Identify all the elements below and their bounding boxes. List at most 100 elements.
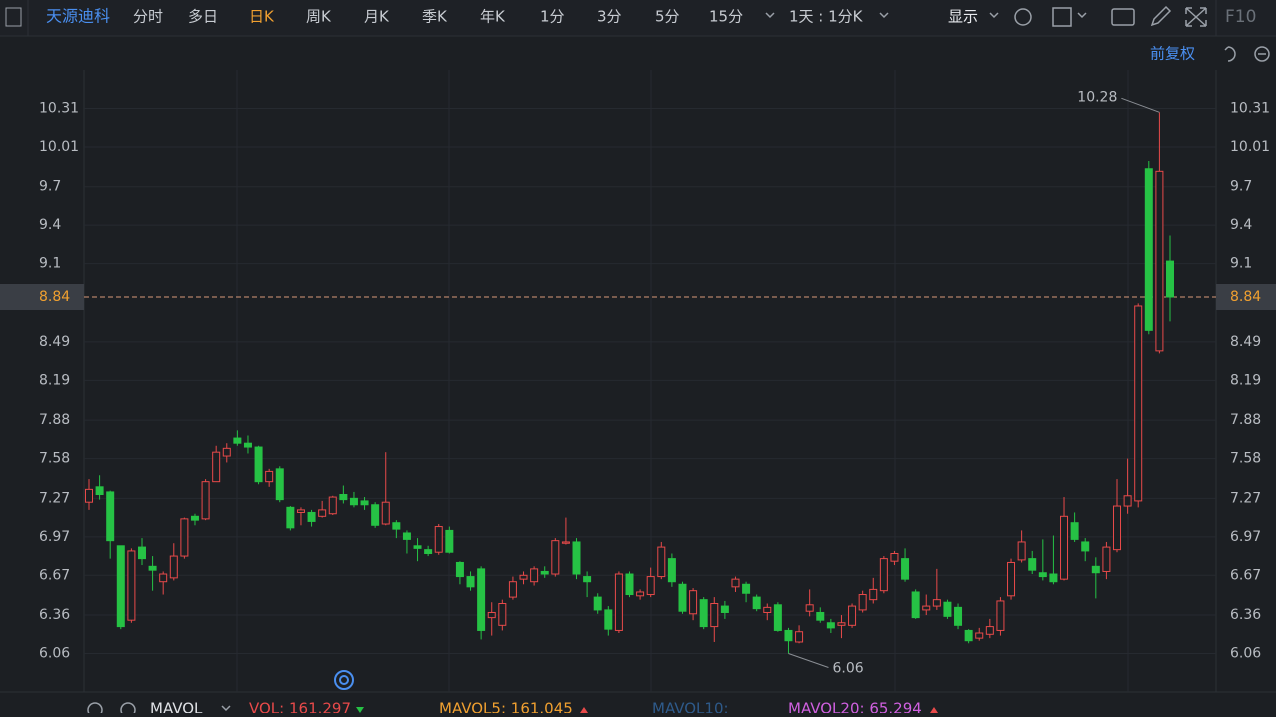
tab[interactable]: 15分 (709, 8, 743, 26)
candle-body (826, 622, 835, 629)
candle-body (657, 546, 666, 578)
tab[interactable]: 分时 (133, 8, 163, 26)
candle-body (381, 501, 390, 525)
candle-body (699, 599, 708, 628)
y-tick-label: 8.49 (39, 334, 70, 350)
tab[interactable]: 1分 (540, 8, 565, 26)
candle-body (763, 606, 772, 613)
toolbar (0, 0, 1276, 36)
candle-body (212, 451, 221, 483)
y-tick-label: 6.06 (39, 646, 70, 662)
candle-body (95, 486, 104, 495)
candle-body (201, 481, 210, 520)
low-label: 6.06 (832, 661, 863, 677)
candle-body (848, 605, 857, 626)
candle-body (985, 626, 994, 635)
candle-body (646, 576, 655, 596)
candle-body (243, 442, 252, 448)
candle-body (296, 509, 305, 513)
y-tick-label: 7.88 (1230, 412, 1261, 428)
zoom-out-icon[interactable] (1254, 46, 1270, 62)
candle-body (954, 606, 963, 626)
candle-body (593, 596, 602, 611)
candle-body (932, 599, 941, 607)
checkbox-icon[interactable] (1052, 7, 1072, 27)
adjust-mode[interactable]: 前复权 (1150, 45, 1195, 63)
candle-body (360, 500, 369, 506)
mavol5-value: MAVOL5: 161.045 (439, 700, 573, 714)
candle-body (837, 622, 846, 626)
y-tick-label: 7.27 (39, 490, 70, 506)
tab[interactable]: 5分 (655, 8, 680, 26)
candle-body (222, 447, 231, 457)
f10-button[interactable]: F10 (1225, 7, 1256, 27)
fullscreen-icon[interactable] (1185, 7, 1207, 27)
camera-icon[interactable] (1111, 8, 1135, 26)
chevron (221, 705, 231, 712)
candle-body (1113, 505, 1122, 551)
candle-body (752, 596, 761, 610)
tab[interactable]: 月K (364, 8, 390, 26)
candle-body (540, 570, 549, 575)
candle-body (614, 573, 623, 631)
close-icon[interactable] (120, 702, 136, 717)
candle-body (85, 488, 93, 503)
candle-body (975, 632, 984, 639)
display-menu[interactable]: 显示 (948, 8, 978, 26)
candle-body (720, 605, 729, 613)
period-select[interactable]: 1天 : 1分K (789, 8, 864, 26)
candle-body (1134, 305, 1143, 502)
settings-icon[interactable] (1014, 8, 1032, 26)
search-icon[interactable] (334, 670, 354, 690)
candle-body (190, 515, 199, 521)
candle-body (159, 573, 168, 583)
candle-body (869, 588, 878, 601)
candle-body (265, 470, 274, 483)
tab[interactable]: 年K (480, 8, 506, 26)
candle-body (169, 555, 178, 579)
candle-body (137, 546, 146, 560)
candle-body (604, 609, 613, 630)
y-tick-label: 7.88 (39, 412, 70, 428)
y-tick-label: 6.06 (1230, 646, 1261, 662)
undo-icon[interactable] (1224, 46, 1236, 62)
up-arrow (580, 707, 588, 713)
candle-body (1070, 522, 1079, 540)
y-tick-label: 9.7 (39, 179, 61, 195)
candle-body (508, 581, 517, 598)
candle-body (1028, 558, 1037, 571)
indicator-name[interactable]: MAVOL (150, 700, 203, 717)
pen-icon[interactable] (1150, 5, 1172, 27)
candle-body (455, 561, 464, 578)
candle-body (402, 532, 411, 540)
tab[interactable]: 日K (249, 8, 275, 26)
high-label: 10.28 (1077, 89, 1117, 105)
candle-body (339, 493, 348, 501)
candle-body (964, 629, 973, 642)
candle-body (636, 591, 645, 597)
tab[interactable]: 周K (306, 8, 332, 26)
mavol20-value: MAVOL20: 65.294 (788, 700, 922, 714)
candle-body (551, 540, 560, 575)
candle-body (583, 576, 592, 583)
tab[interactable]: 季K (422, 8, 448, 26)
candle-body (275, 468, 284, 501)
candle-body (710, 603, 719, 628)
y-tick-label: 8.19 (1230, 372, 1261, 388)
down-arrow (356, 707, 364, 713)
tab[interactable]: 多日 (188, 8, 218, 26)
settings-icon[interactable] (87, 702, 103, 717)
y-tick-label: 10.31 (1230, 100, 1270, 116)
candle-body (477, 568, 486, 631)
candle-body (116, 545, 125, 628)
up-arrow (930, 707, 938, 713)
tab[interactable]: 3分 (597, 8, 622, 26)
vol-value: VOL: 161.297 (249, 700, 351, 714)
candle-body (1091, 565, 1100, 574)
candle-body (911, 591, 920, 619)
sidebar-toggle[interactable] (5, 7, 22, 27)
stock-name[interactable]: 天源迪科 (46, 7, 110, 26)
candle-body (286, 506, 295, 529)
candle-body (1081, 541, 1090, 552)
